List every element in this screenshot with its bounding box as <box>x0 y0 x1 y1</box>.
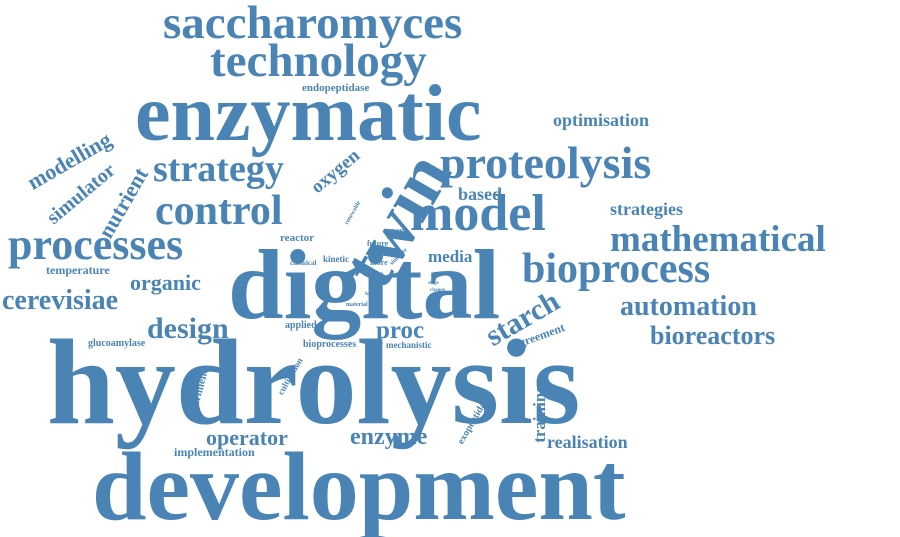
word-bioprocesses: bioprocesses <box>303 339 357 350</box>
word-reactor: reactor <box>280 232 314 244</box>
word-future: future <box>367 239 389 248</box>
word-hydrolysis: hydrolysis <box>47 315 581 450</box>
word-cerevisiae: cerevisiae <box>2 285 119 316</box>
word-organic: organic <box>130 270 201 295</box>
word-realisation: realisation <box>547 432 628 452</box>
word-strategies: strategies <box>610 199 683 219</box>
word-strategy: strategy <box>153 148 284 190</box>
word-proteolysis: proteolysis <box>440 137 652 188</box>
word-mathematical: mathematical <box>610 219 826 260</box>
word-amount: amount <box>387 228 407 234</box>
word-operator: operator <box>206 425 288 450</box>
word-technology: technology <box>210 35 427 87</box>
word-digital: digital <box>228 229 501 340</box>
word-optimisation: optimisation <box>553 110 650 130</box>
word-development: development <box>92 433 626 537</box>
word-based: based <box>458 184 503 204</box>
word-model: model <box>410 185 546 242</box>
word-bioreactors: bioreactors <box>650 321 776 350</box>
word-training: training <box>529 384 549 443</box>
word-kinetic: kinetic <box>323 254 349 264</box>
word-stage: stage <box>428 281 439 286</box>
word-glucoamylase: glucoamylase <box>88 338 146 349</box>
word-change: change <box>430 288 445 293</box>
word-design: design <box>147 312 229 345</box>
word-endopeptidase: endopeptidase <box>302 82 370 94</box>
word-saccharomyces: saccharomyces <box>163 0 463 49</box>
word-more: more <box>370 258 388 267</box>
word-enzyme: enzyme <box>350 424 428 450</box>
word-control: control <box>155 188 283 234</box>
word-task: task <box>365 291 376 297</box>
word-i: i <box>373 279 375 285</box>
word-proc: proc <box>376 317 425 344</box>
word-processes: processes <box>8 220 184 269</box>
word-enzymatic: enzymatic <box>135 70 482 158</box>
word-bioprocess: bioprocess <box>522 246 711 292</box>
word-applied: applied <box>285 320 317 331</box>
word-temperature: temperature <box>46 263 110 277</box>
word-chemical: chemical <box>290 259 317 267</box>
word-media: media <box>428 247 473 266</box>
word-mechanistic: mechanistic <box>386 340 432 350</box>
word-activity: activity <box>387 236 403 241</box>
word-material: material <box>346 302 368 308</box>
word-automation: automation <box>620 291 757 322</box>
word-implementation: implementation <box>174 445 255 459</box>
